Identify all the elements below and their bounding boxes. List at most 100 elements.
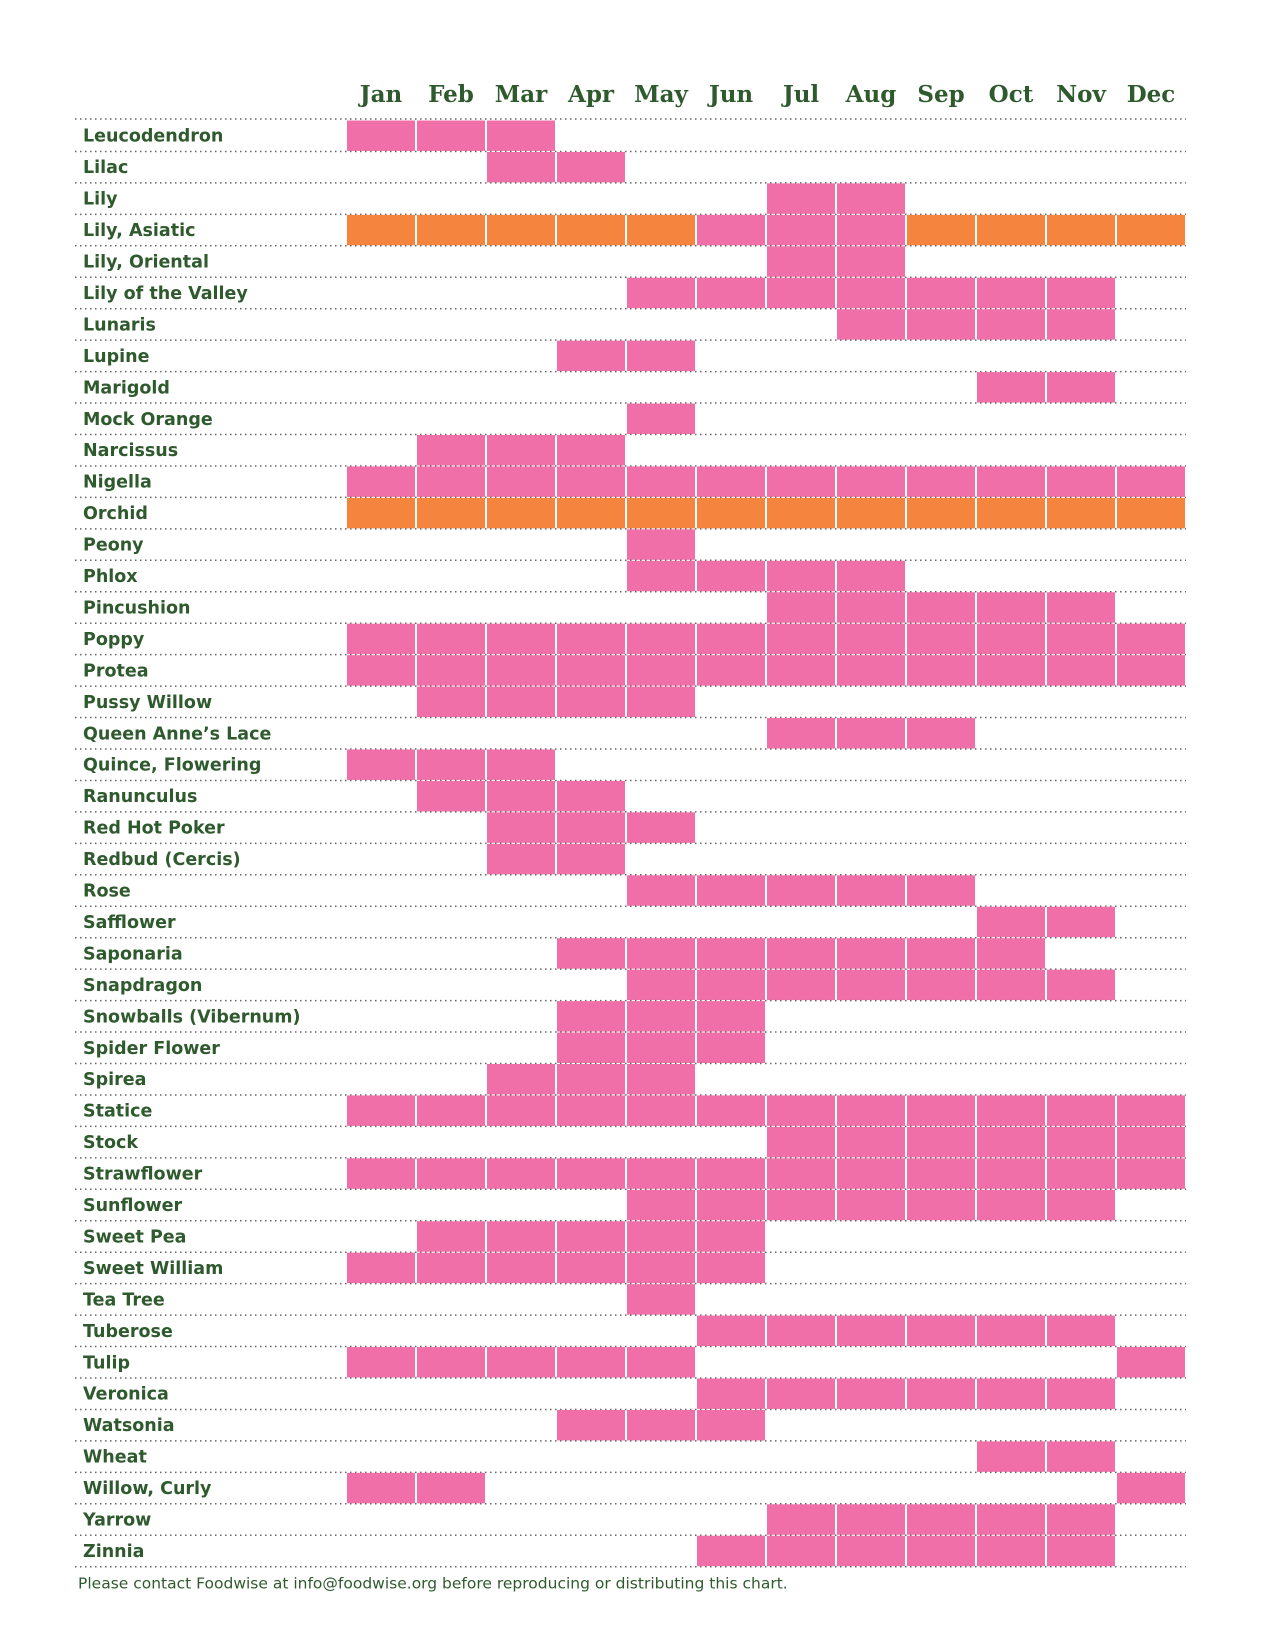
season-cell [767, 1535, 835, 1567]
season-cell [977, 623, 1045, 655]
season-cell [697, 938, 765, 969]
flower-name: Narcissus [83, 441, 178, 461]
season-cell [697, 1409, 765, 1441]
season-cell [487, 623, 555, 655]
season-cell [557, 214, 625, 246]
season-cell [347, 623, 415, 655]
season-cell [907, 969, 975, 1001]
flower-name: Redbud (Cercis) [83, 850, 241, 870]
season-cell [837, 1158, 905, 1189]
month-header: Jan [358, 81, 403, 108]
season-cell [1047, 214, 1115, 246]
season-cell [417, 655, 485, 686]
season-cell [417, 686, 485, 718]
season-cell [1047, 906, 1115, 938]
season-cell [907, 592, 975, 623]
season-cell [627, 1284, 695, 1315]
season-cell [1117, 1095, 1185, 1126]
season-cell [627, 812, 695, 843]
season-cell [907, 1158, 975, 1189]
season-cell [977, 466, 1045, 497]
flower-name: Peony [83, 536, 144, 556]
season-cell [977, 938, 1045, 969]
month-header: May [634, 81, 688, 108]
season-cell [697, 497, 765, 529]
flower-name: Stock [83, 1133, 138, 1153]
flower-name: Ranunculus [83, 787, 197, 807]
flower-name: Lilac [83, 158, 128, 178]
season-cell [557, 1095, 625, 1126]
season-cell [977, 1158, 1045, 1189]
season-cell [487, 497, 555, 529]
season-cell [557, 466, 625, 497]
season-cell [697, 1189, 765, 1221]
season-cell [767, 1315, 835, 1347]
season-cell [837, 1378, 905, 1409]
flower-name: Sunflower [83, 1196, 183, 1216]
season-cell [487, 120, 555, 151]
season-cell [627, 214, 695, 246]
season-cell [837, 655, 905, 686]
season-cell [907, 1189, 975, 1221]
season-cell [557, 780, 625, 812]
season-cell [557, 1158, 625, 1189]
flower-name: Lily, Oriental [83, 253, 209, 273]
flower-name: Snowballs (Vibernum) [83, 1007, 301, 1027]
season-cell [697, 214, 765, 246]
season-cell [767, 1189, 835, 1221]
season-cell [907, 875, 975, 906]
season-cell [837, 309, 905, 340]
season-cell [907, 466, 975, 497]
season-cell [487, 780, 555, 812]
season-cell [697, 277, 765, 309]
season-cell [417, 497, 485, 529]
season-cell [977, 906, 1045, 938]
season-cell [837, 1189, 905, 1221]
season-cell [557, 1001, 625, 1032]
flower-name: Quince, Flowering [83, 756, 261, 776]
season-cell [697, 466, 765, 497]
season-cell [1047, 1158, 1115, 1189]
month-header: Dec [1127, 81, 1176, 108]
flower-name: Lily [83, 190, 118, 210]
season-cell [977, 1504, 1045, 1535]
season-cell [487, 1095, 555, 1126]
season-cell [977, 372, 1045, 403]
season-cell [697, 875, 765, 906]
season-cell [977, 1535, 1045, 1567]
season-cell [767, 969, 835, 1001]
season-cell [837, 214, 905, 246]
season-cell [627, 466, 695, 497]
season-cell [627, 655, 695, 686]
season-cell [627, 1064, 695, 1095]
season-cell [557, 843, 625, 875]
season-cell [557, 1221, 625, 1252]
season-cell [347, 1472, 415, 1504]
season-cell [627, 277, 695, 309]
season-cell [417, 1158, 485, 1189]
month-header: Nov [1056, 81, 1106, 108]
season-cell [907, 1378, 975, 1409]
season-cell [697, 1032, 765, 1063]
season-cell [557, 655, 625, 686]
season-cell [557, 1409, 625, 1441]
season-cell [977, 497, 1045, 529]
season-cell [767, 246, 835, 277]
season-cell [907, 623, 975, 655]
season-cell [977, 1095, 1045, 1126]
flower-name: Watsonia [83, 1416, 175, 1436]
flower-name: Phlox [83, 567, 138, 587]
flower-name: Yarrow [82, 1511, 151, 1531]
season-cell [907, 1095, 975, 1126]
season-cell [977, 655, 1045, 686]
flower-name: Protea [83, 661, 149, 681]
flower-name: Pincushion [83, 598, 190, 618]
season-cell [487, 749, 555, 780]
season-cell [487, 1347, 555, 1378]
season-cell [1117, 623, 1185, 655]
season-cell [767, 655, 835, 686]
season-cell [487, 843, 555, 875]
season-cell [557, 812, 625, 843]
season-cell [1117, 1347, 1185, 1378]
